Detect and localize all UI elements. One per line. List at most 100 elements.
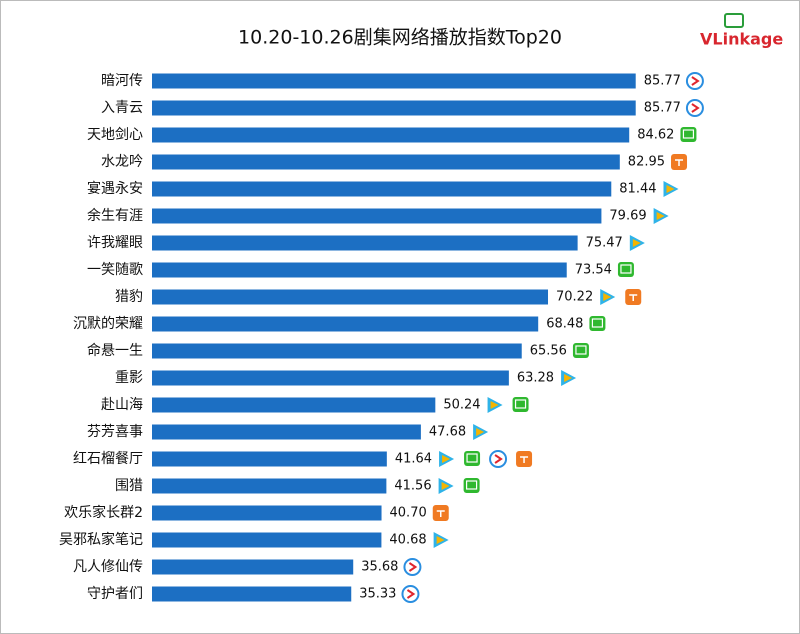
bar xyxy=(152,424,421,440)
tencent-inner xyxy=(442,455,451,463)
iqiyi-inner xyxy=(466,453,478,463)
youku-arrow xyxy=(691,76,700,86)
platform-icon xyxy=(401,585,420,603)
platform-icon xyxy=(516,451,533,467)
bar xyxy=(152,181,612,197)
category-label: 入青云 xyxy=(101,100,143,116)
category-label: 吴邪私家笔记 xyxy=(59,531,143,548)
category-label: 水龙吟 xyxy=(101,154,143,170)
mango-inner xyxy=(436,510,445,517)
value-label: 41.56 xyxy=(394,479,431,494)
tencent-inner xyxy=(564,374,573,382)
tencent-inner xyxy=(603,293,612,301)
value-label: 85.77 xyxy=(644,101,681,116)
youku-arrow xyxy=(406,589,416,599)
logo-text: VLinkage xyxy=(700,30,783,49)
bar xyxy=(152,397,436,413)
category-label: 暗河传 xyxy=(101,73,143,89)
value-label: 63.28 xyxy=(517,371,554,386)
tencent-inner xyxy=(490,401,499,409)
mango-inner xyxy=(520,456,529,463)
value-label: 84.62 xyxy=(637,128,674,143)
category-label: 赴山海 xyxy=(101,397,143,413)
value-label: 73.54 xyxy=(575,263,612,278)
bar xyxy=(152,559,354,575)
category-label: 沉默的荣耀 xyxy=(73,316,143,332)
value-label: 47.68 xyxy=(429,425,466,440)
logo: VLinkage xyxy=(700,13,783,49)
platform-icon xyxy=(561,370,577,386)
tencent-inner xyxy=(441,482,450,490)
platform-icon xyxy=(487,397,503,413)
category-label: 守护者们 xyxy=(87,586,143,602)
iqiyi-icon xyxy=(463,478,480,493)
platform-icon xyxy=(663,181,679,197)
iqiyi-inner xyxy=(575,345,587,355)
youku-icon xyxy=(685,72,704,90)
tencent-inner xyxy=(666,185,675,193)
category-label: 凡人修仙传 xyxy=(73,559,143,575)
chart-title: 10.20-10.26剧集网络播放指数Top20 xyxy=(238,27,562,49)
value-label: 82.95 xyxy=(628,155,665,170)
youku-icon xyxy=(403,558,422,576)
bar xyxy=(152,532,382,548)
bar xyxy=(152,154,620,170)
platform-icon xyxy=(572,343,589,358)
iqiyi-inner xyxy=(620,264,632,274)
category-label: 宴遇永安 xyxy=(87,180,143,197)
platform-icon xyxy=(512,397,529,412)
platform-icon xyxy=(625,289,642,305)
mango-inner xyxy=(675,159,684,166)
value-label: 41.64 xyxy=(395,452,432,467)
platform-icon xyxy=(464,451,481,466)
tencent-inner xyxy=(656,212,665,220)
platform-icon xyxy=(629,235,645,251)
youku-arrow xyxy=(494,454,503,464)
platform-icon xyxy=(438,478,454,494)
category-label: 一笑随歌 xyxy=(87,262,143,278)
iqiyi-inner xyxy=(591,318,604,328)
value-label: 68.48 xyxy=(546,317,583,332)
value-label: 81.44 xyxy=(619,182,656,197)
platform-icon xyxy=(653,208,669,224)
platform-icon xyxy=(432,505,449,521)
platform-icon xyxy=(589,316,606,331)
platform-icon xyxy=(403,558,422,576)
bar xyxy=(152,478,387,494)
value-label: 50.24 xyxy=(443,398,480,413)
value-label: 40.68 xyxy=(389,533,426,548)
bar xyxy=(152,316,539,332)
value-label: 79.69 xyxy=(609,209,646,224)
bar xyxy=(152,586,352,602)
bar xyxy=(152,73,636,89)
bar xyxy=(152,262,567,278)
category-label: 欢乐家长群2 xyxy=(64,504,143,521)
bar xyxy=(152,127,630,143)
category-label: 天地剑心 xyxy=(87,127,143,143)
iqiyi-inner xyxy=(514,399,527,409)
value-label: 65.56 xyxy=(530,344,567,359)
logo-icon xyxy=(724,13,744,28)
platform-icon xyxy=(439,451,455,467)
youku-icon xyxy=(401,585,420,603)
platform-icon xyxy=(685,72,704,90)
youku-arrow xyxy=(691,103,700,113)
category-label: 围猎 xyxy=(115,478,143,494)
iqiyi-inner xyxy=(465,480,478,490)
iqiyi-inner xyxy=(682,129,695,139)
bar xyxy=(152,208,602,224)
value-label: 35.33 xyxy=(359,587,396,602)
platform-icon xyxy=(680,127,697,142)
bar xyxy=(152,343,522,359)
category-label: 命悬一生 xyxy=(87,342,143,359)
bar xyxy=(152,100,636,116)
platform-icon xyxy=(600,289,616,305)
platform-icon xyxy=(489,450,508,468)
tencent-inner xyxy=(476,428,485,436)
bar xyxy=(152,370,509,386)
tencent-inner xyxy=(436,536,445,544)
bar xyxy=(152,289,549,305)
platform-icon xyxy=(473,424,489,440)
value-label: 35.68 xyxy=(361,560,398,575)
